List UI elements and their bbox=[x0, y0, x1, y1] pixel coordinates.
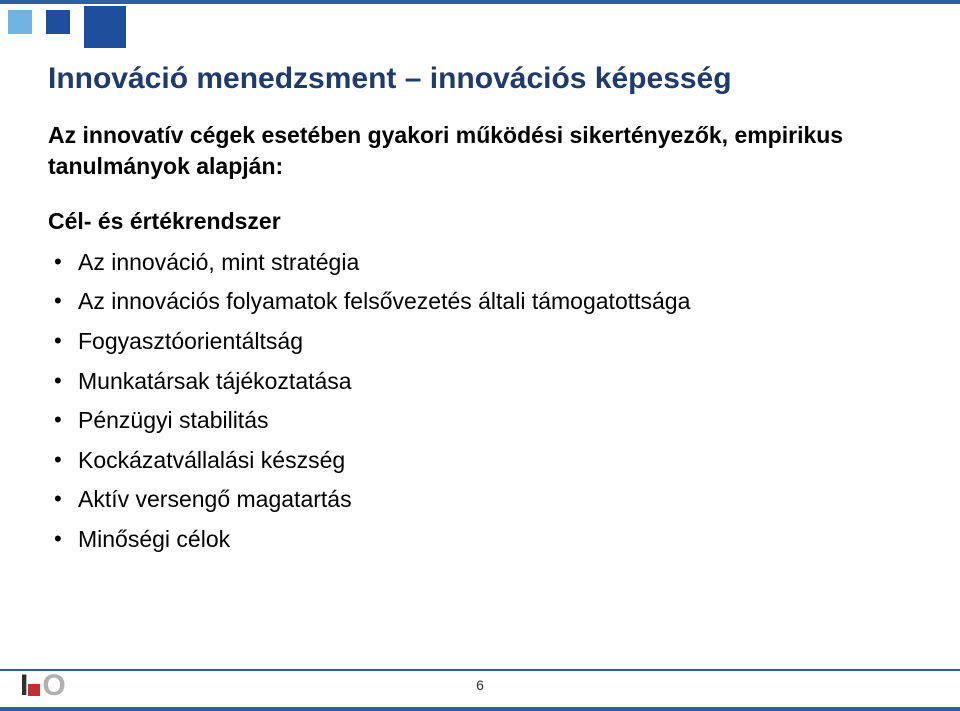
lead-paragraph: Az innovatív cégek esetében gyakori műkö… bbox=[48, 120, 912, 182]
list-item: Munkatársak tájékoztatása bbox=[52, 364, 912, 400]
list-item: Az innováció, mint stratégia bbox=[52, 245, 912, 281]
decor-square bbox=[8, 10, 32, 34]
slide-title: Innováció menedzsment – innovációs képes… bbox=[48, 60, 912, 98]
list-item: Fogyasztóorientáltság bbox=[52, 324, 912, 360]
list-item: Pénzügyi stabilitás bbox=[52, 403, 912, 439]
list-item: Az innovációs folyamatok felsővezetés ál… bbox=[52, 284, 912, 320]
slide: Innováció menedzsment – innovációs képes… bbox=[0, 0, 960, 711]
list-item: Minőségi célok bbox=[52, 522, 912, 558]
page-number: 6 bbox=[0, 677, 960, 693]
footer: I O 6 bbox=[0, 659, 960, 699]
list-item: Aktív versengő magatartás bbox=[52, 482, 912, 518]
content-area: Innováció menedzsment – innovációs képes… bbox=[48, 60, 912, 562]
decor-square bbox=[84, 6, 126, 48]
section-heading: Cél- és értékrendszer bbox=[48, 208, 912, 235]
header-decor-squares bbox=[8, 10, 126, 48]
footer-rule bbox=[0, 669, 960, 671]
decor-square bbox=[46, 10, 70, 34]
bullet-list: Az innováció, mint stratégiaAz innováció… bbox=[48, 245, 912, 558]
list-item: Kockázatvállalási készség bbox=[52, 443, 912, 479]
